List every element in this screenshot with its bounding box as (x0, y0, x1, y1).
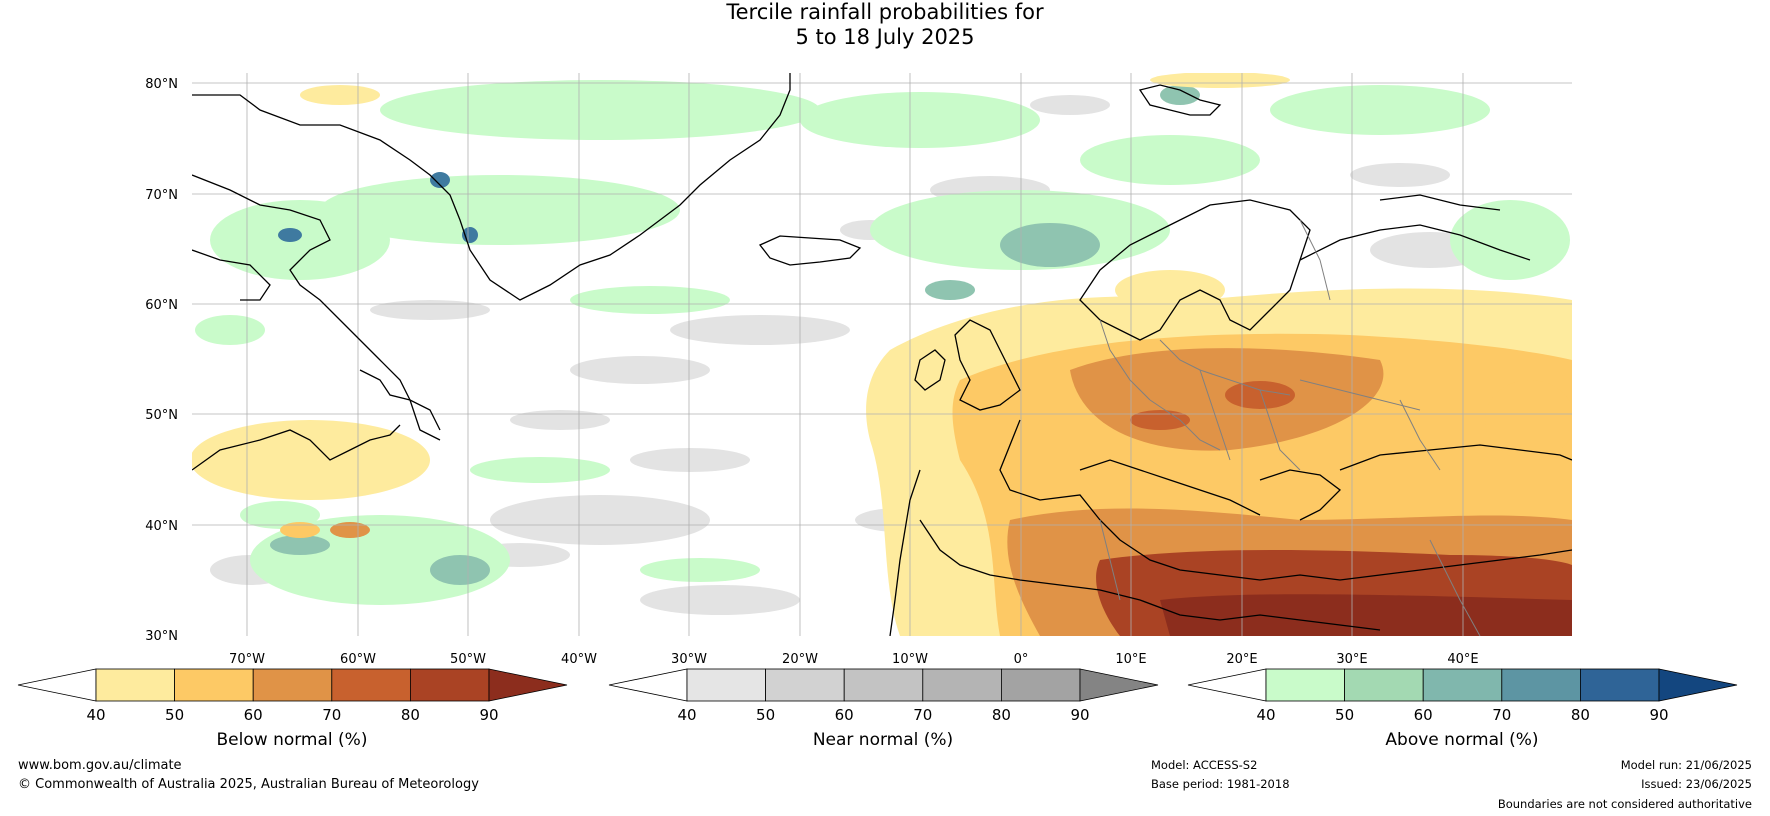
colorbar-segment (765, 668, 845, 702)
latitude-labels: 80°N 70°N 60°N 50°N 40°N 30°N (145, 77, 178, 644)
colorbar-tick-label: 80 (1571, 706, 1590, 724)
colorbar-extend-high (1079, 668, 1159, 702)
issued-text: Issued: 23/06/2025 (1641, 777, 1752, 791)
above-normal-strongest (278, 172, 478, 243)
colorbar-extend-low (17, 668, 97, 702)
title-line-2: 5 to 18 July 2025 (795, 25, 975, 49)
colorbar-tick-label: 90 (479, 706, 498, 724)
copyright-text: © Commonwealth of Australia 2025, Austra… (18, 777, 479, 792)
colorbar-segment (686, 668, 766, 702)
lon-label: 30°E (1336, 652, 1367, 667)
colorbar-extend-high (488, 668, 568, 702)
lon-label: 20°E (1226, 652, 1257, 667)
colorbar-tick-label: 90 (1649, 706, 1668, 724)
lat-label: 70°N (145, 188, 178, 203)
lat-label: 30°N (145, 629, 178, 644)
colorbar-tick-label: 40 (86, 706, 105, 724)
above-normal-strong (270, 85, 1200, 585)
colorbar-tick-label: 40 (1256, 706, 1275, 724)
model-run-text: Model run: 21/06/2025 (1621, 758, 1752, 772)
chart-title: Tercile rainfall probabilities for 5 to … (0, 0, 1770, 50)
lon-label: 0° (1014, 652, 1029, 667)
colorbar-segment (1422, 668, 1503, 702)
title-line-1: Tercile rainfall probabilities for (726, 0, 1044, 24)
lon-label: 60°W (340, 652, 376, 667)
gridlines (192, 73, 1572, 636)
lon-label: 70°W (229, 652, 265, 667)
colorbar-segment (252, 668, 333, 702)
website-link[interactable]: www.bom.gov.au/climate (18, 758, 182, 773)
colorbar-segment (95, 668, 175, 702)
map-frame (192, 73, 1572, 636)
colorbar-segment (1501, 668, 1581, 702)
colorbar-tick-label: 60 (1414, 706, 1433, 724)
lon-label: 50°W (450, 652, 486, 667)
colorbar-label-below: Below normal (%) (217, 730, 368, 750)
coastlines (192, 73, 1572, 636)
lon-label: 10°E (1115, 652, 1146, 667)
colorbar-segment (1001, 668, 1081, 702)
colorbar-below-normal: 40 50 60 70 80 90 (17, 668, 568, 724)
colorbar-segment (174, 668, 254, 702)
colorbar-segment (922, 668, 1002, 702)
colorbar-extend-high (1658, 668, 1738, 702)
lat-label: 60°N (145, 298, 178, 313)
colorbar-tick-label: 50 (1335, 706, 1354, 724)
colorbar-above-normal: 40 50 60 70 80 90 (1187, 668, 1738, 724)
model-text: Model: ACCESS-S2 (1151, 758, 1257, 772)
colorbar-tick-label: 50 (756, 706, 775, 724)
colorbar-tick-label: 40 (677, 706, 696, 724)
colorbar-tick-label: 60 (244, 706, 263, 724)
colorbar-tick-label: 50 (165, 706, 184, 724)
colorbar-extend-low (608, 668, 688, 702)
colorbar-label-above: Above normal (%) (1385, 730, 1538, 750)
lon-label: 30°W (671, 652, 707, 667)
colorbar-segment (331, 668, 411, 702)
colorbar-tick-label: 80 (992, 706, 1011, 724)
colorbar-tick-label: 90 (1070, 706, 1089, 724)
colorbar-segment (409, 668, 490, 702)
lat-label: 80°N (145, 77, 178, 92)
lon-label: 10°W (892, 652, 928, 667)
colorbar-extend-low (1187, 668, 1267, 702)
colorbar-tick-label: 70 (1492, 706, 1511, 724)
lon-label: 40°W (561, 652, 597, 667)
base-period-text: Base period: 1981-2018 (1151, 777, 1290, 791)
lat-label: 40°N (145, 519, 178, 534)
colorbar-tick-label: 70 (322, 706, 341, 724)
colorbar-segment (1580, 668, 1660, 702)
lon-label: 20°W (782, 652, 818, 667)
colorbar-tick-label: 60 (835, 706, 854, 724)
disclaimer-text: Boundaries are not considered authoritat… (1498, 797, 1752, 811)
lon-label: 40°E (1447, 652, 1478, 667)
colorbar-segment (1344, 668, 1424, 702)
colorbar-segment (1265, 668, 1345, 702)
colorbar-near-normal: 40 50 60 70 80 90 (608, 668, 1159, 724)
country-boundaries (1099, 219, 1481, 636)
colorbar-tick-label: 80 (401, 706, 420, 724)
colorbar-segment (843, 668, 924, 702)
longitude-labels: 70°W 60°W 50°W 40°W 30°W 20°W 10°W 0° 10… (229, 652, 1479, 667)
colorbar-tick-label: 70 (913, 706, 932, 724)
lat-label: 50°N (145, 408, 178, 423)
colorbar-label-near: Near normal (%) (813, 730, 953, 750)
